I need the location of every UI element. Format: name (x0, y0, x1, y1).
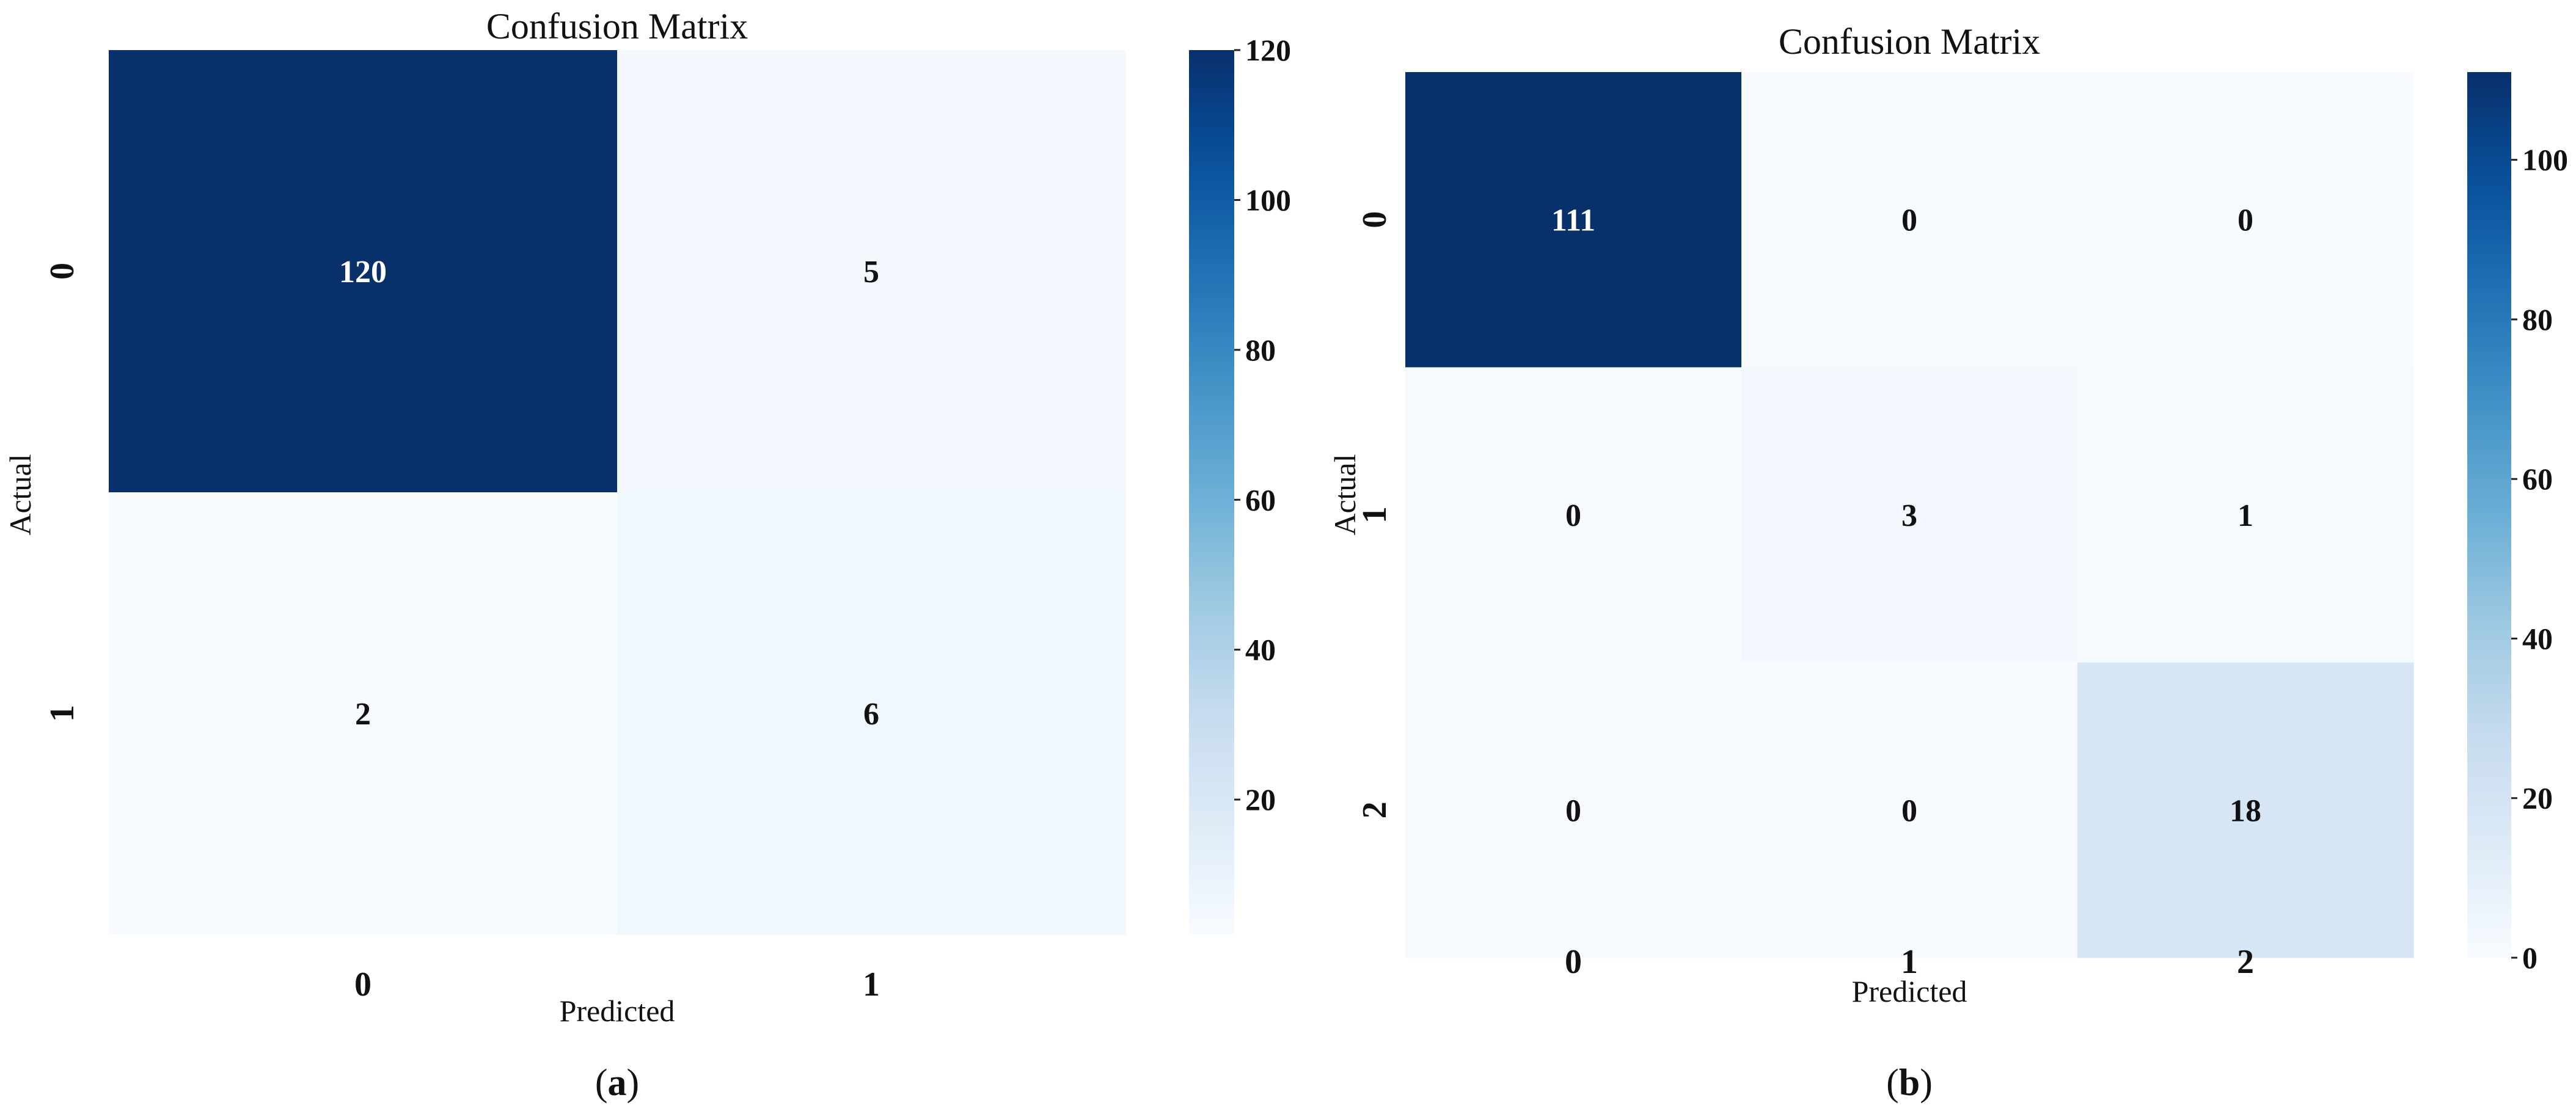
caption-close: ) (627, 1062, 640, 1104)
heatmap-cell (109, 492, 618, 935)
colorbar-tick-label: 0 (2522, 941, 2538, 975)
heatmap-cell (1741, 662, 2078, 958)
cell-value-label: 3 (1901, 498, 1917, 533)
cell-value-label: 2 (355, 697, 371, 732)
x-axis-label: Predicted (1852, 974, 1967, 1008)
colorbar-tick-label: 20 (2522, 781, 2553, 815)
colorbar-tick-label: 80 (1245, 333, 1276, 367)
heatmap-cell (109, 50, 618, 493)
colorbar-tick-label: 60 (2522, 462, 2553, 496)
heatmap-cell (1741, 72, 2078, 368)
y-tick-label: 1 (43, 705, 81, 722)
colorbar-tick-label: 20 (1245, 782, 1276, 817)
colorbar (2467, 72, 2511, 958)
chart-title: Confusion Matrix (486, 6, 748, 46)
chart-title: Confusion Matrix (1779, 21, 2040, 62)
colorbar-tick-label: 60 (1245, 483, 1276, 517)
x-axis-label: Predicted (560, 994, 675, 1028)
caption-letter: b (1899, 1062, 1920, 1104)
x-tick-label: 1 (1901, 943, 1918, 981)
x-tick-label: 0 (354, 966, 371, 1004)
colorbar-tick-label: 120 (1245, 33, 1291, 67)
heatmap-cell (2077, 72, 2414, 368)
cell-value-label: 18 (2230, 793, 2261, 828)
heatmap-cell (1405, 72, 1742, 368)
cell-value-label: 0 (1565, 793, 1581, 828)
y-tick-label: 1 (1356, 506, 1394, 523)
heatmap-cell (1405, 662, 1742, 958)
heatmap-cell (1741, 367, 2078, 663)
heatmap-cell (1405, 367, 1742, 663)
colorbar-tick-label: 40 (2522, 621, 2553, 655)
x-tick-label: 0 (1565, 943, 1582, 981)
heatmap-cell (2077, 367, 2414, 663)
cell-value-label: 0 (1565, 498, 1581, 533)
colorbar-tick-label: 100 (1245, 183, 1291, 217)
colorbar-tick-label: 100 (2522, 143, 2568, 177)
heatmap-cell (2077, 662, 2414, 958)
panel-caption: (b) (1886, 1062, 1933, 1104)
cell-value-label: 111 (1551, 203, 1595, 238)
cell-value-label: 120 (339, 255, 387, 290)
colorbar-tick-label: 80 (2522, 302, 2553, 337)
colorbar-tick-label: 40 (1245, 633, 1276, 667)
caption-open: ( (595, 1062, 608, 1104)
caption-close: ) (1920, 1062, 1933, 1104)
heatmap-cell (617, 492, 1126, 935)
colorbar (1189, 50, 1234, 934)
cell-value-label: 0 (2238, 203, 2253, 238)
y-tick-label: 0 (43, 263, 81, 280)
cell-value-label: 0 (1901, 203, 1917, 238)
x-tick-label: 2 (2237, 943, 2254, 981)
panel-caption: (a) (595, 1062, 639, 1104)
y-axis-label: Actual (1328, 454, 1362, 535)
x-tick-label: 1 (863, 966, 880, 1004)
y-axis-label: Actual (3, 454, 37, 535)
cell-value-label: 6 (863, 697, 879, 732)
caption-letter: a (608, 1062, 627, 1104)
y-tick-label: 2 (1356, 801, 1394, 818)
cell-value-label: 0 (1901, 793, 1917, 828)
y-tick-label: 0 (1356, 211, 1394, 228)
heatmap-cell (617, 50, 1126, 493)
caption-open: ( (1886, 1062, 1899, 1104)
cell-value-label: 1 (2238, 498, 2253, 533)
cell-value-label: 5 (863, 255, 879, 290)
